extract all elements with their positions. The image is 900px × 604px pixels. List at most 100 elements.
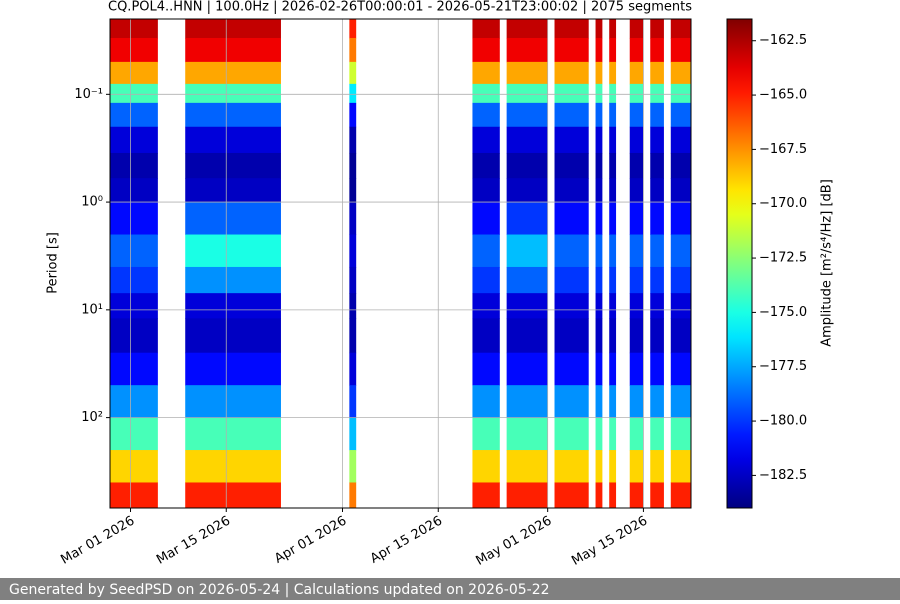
spectrogram-cell: [609, 37, 617, 63]
spectrogram-cell: [650, 202, 664, 236]
spectrogram-cell: [472, 417, 500, 451]
spectrogram-cell: [554, 385, 589, 419]
spectrogram-cell: [629, 266, 644, 294]
spectrogram-cell: [110, 482, 158, 509]
spectrogram-cell: [670, 202, 691, 236]
x-tick-label: Mar 15 2026: [154, 514, 233, 568]
spectrogram-cell: [609, 202, 617, 236]
spectrogram-cell: [650, 83, 664, 104]
spectrogram-cell: [472, 61, 500, 85]
spectrogram-cell: [349, 385, 357, 419]
spectrogram-cell: [110, 178, 158, 203]
spectrogram-cell: [629, 202, 644, 236]
y-tick-label: 10²: [81, 410, 103, 425]
spectrogram-cell: [110, 83, 158, 104]
spectrogram-cell: [506, 385, 548, 419]
spectrogram-cell: [595, 352, 603, 386]
spectrogram-cell: [472, 83, 500, 104]
spectrogram-cell: [595, 126, 603, 154]
spectrogram-cell: [609, 293, 617, 319]
spectrogram-cell: [349, 417, 357, 451]
spectrogram-cell: [472, 318, 500, 354]
spectrogram-cell: [595, 417, 603, 451]
spectrogram-cell: [110, 152, 158, 179]
spectrogram-cell: [670, 417, 691, 451]
y-axis-label: Period [s]: [46, 232, 61, 294]
spectrogram-cell: [670, 234, 691, 268]
spectrogram-cell: [185, 202, 281, 236]
colorbar-tick-label: −162.5: [759, 33, 807, 48]
spectrogram-cell: [506, 178, 548, 203]
spectrogram-cell: [650, 293, 664, 319]
spectrogram-cell: [595, 234, 603, 268]
spectrogram-cell: [670, 450, 691, 483]
spectrogram-cell: [472, 352, 500, 386]
spectrogram-cell: [185, 266, 281, 294]
spectrogram-cell: [472, 178, 500, 203]
spectrogram-cell: [349, 126, 357, 154]
spectrogram-cell: [554, 293, 589, 319]
spectrogram-cell: [609, 19, 617, 39]
spectrogram-cell: [595, 385, 603, 419]
spectrogram-cell: [185, 450, 281, 483]
spectrogram-cell: [629, 482, 644, 509]
spectrogram-cell: [609, 318, 617, 354]
spectrogram-cell: [185, 19, 281, 39]
spectrogram-cell: [554, 234, 589, 268]
spectrogram-cell: [506, 126, 548, 154]
chart-title: CQ.POL4..HNN | 100.0Hz | 2026-02-26T00:0…: [108, 0, 692, 15]
spectrogram-cell: [472, 385, 500, 419]
spectrogram-cell: [110, 126, 158, 154]
colorbar-tick-label: −182.5: [759, 468, 807, 483]
spectrogram-cell: [506, 37, 548, 63]
spectrogram-cell: [629, 450, 644, 483]
spectrogram-cell: [609, 352, 617, 386]
spectrogram-cell: [595, 178, 603, 203]
spectrogram-cell: [185, 152, 281, 179]
colorbar-tick-label: −170.0: [759, 196, 807, 211]
spectrogram-cell: [349, 102, 357, 128]
x-tick-label: May 01 2026: [474, 514, 555, 569]
spectrogram-cell: [629, 83, 644, 104]
spectrogram-cell: [506, 417, 548, 451]
spectrogram-cell: [670, 126, 691, 154]
spectrogram-cell: [349, 352, 357, 386]
colorbar-label: Amplitude [m²/s⁴/Hz] [dB]: [820, 179, 835, 347]
spectrogram-cell: [629, 352, 644, 386]
spectrogram-cell: [595, 83, 603, 104]
spectrogram-cell: [629, 126, 644, 154]
spectrogram-cell: [110, 234, 158, 268]
spectrogram-cell: [110, 266, 158, 294]
spectrogram-cell: [554, 102, 589, 128]
spectrogram-cell: [554, 202, 589, 236]
footer-bar: [0, 578, 900, 600]
spectrogram-cell: [185, 37, 281, 63]
spectrogram-cell: [609, 482, 617, 509]
spectrogram-cell: [650, 450, 664, 483]
spectrogram-cell: [110, 202, 158, 236]
spectrogram-cell: [349, 19, 357, 39]
spectrogram-cell: [506, 102, 548, 128]
spectrogram-cell: [670, 102, 691, 128]
spectrogram-cell: [595, 152, 603, 179]
spectrogram-cell: [670, 37, 691, 63]
colorbar-tick-label: −165.0: [759, 88, 807, 103]
spectrogram-cell: [554, 482, 589, 509]
spectrogram-cell: [185, 318, 281, 354]
spectrogram-cell: [185, 385, 281, 419]
spectrogram-cell: [670, 293, 691, 319]
spectrogram-cell: [629, 417, 644, 451]
spectrogram-cell: [349, 266, 357, 294]
spectrogram-cell: [629, 318, 644, 354]
spectrogram-cell: [110, 19, 158, 39]
spectrogram-cell: [472, 234, 500, 268]
spectrogram-cell: [472, 293, 500, 319]
spectrogram-cell: [650, 61, 664, 85]
spectrogram-cell: [472, 450, 500, 483]
spectrogram-cell: [472, 482, 500, 509]
spectrogram-cell: [506, 450, 548, 483]
spectrogram-cell: [650, 126, 664, 154]
spectrogram-cell: [185, 234, 281, 268]
